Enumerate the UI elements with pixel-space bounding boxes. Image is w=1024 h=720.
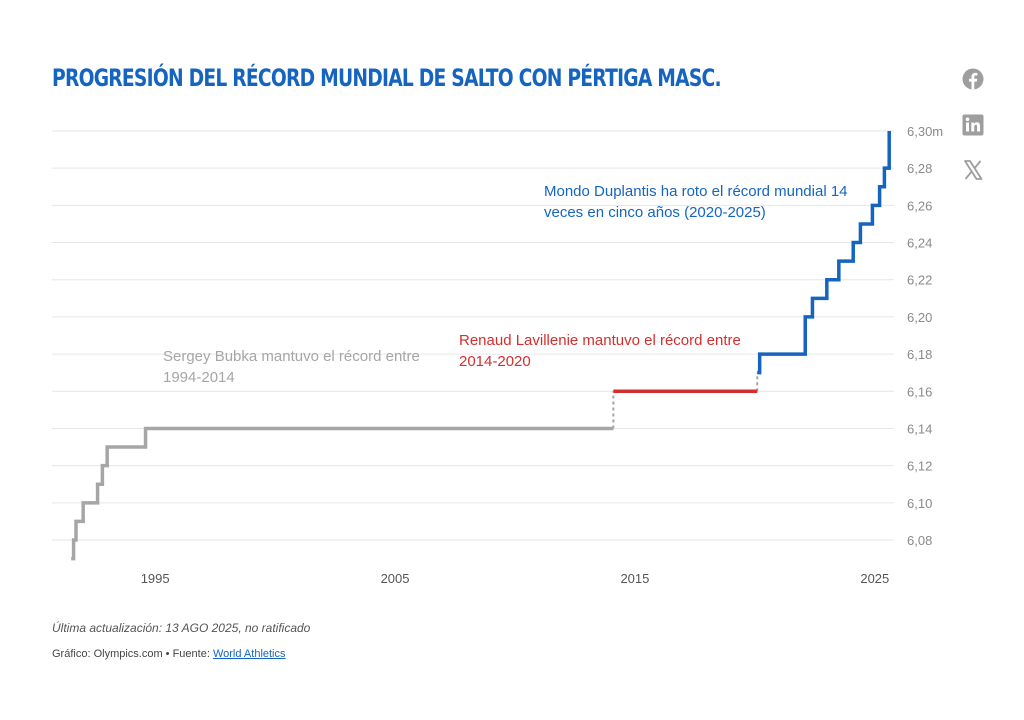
source-link[interactable]: World Athletics bbox=[212, 648, 286, 660]
facebook-icon bbox=[962, 68, 984, 90]
y-tick-label: 6,18 bbox=[907, 347, 932, 362]
linkedin-share-button[interactable] bbox=[962, 114, 984, 136]
y-tick-label: 6,22 bbox=[907, 273, 932, 288]
record-progression-chart: 6,08 6,10 6,12 6,14 6,16 6,18 6,20 6,22 6,24 6,26… bbox=[52, 124, 943, 586]
x-tick-label: 2025 bbox=[860, 571, 889, 586]
source-prefix: Gráfico: Olympics.com • Fuente: bbox=[52, 648, 213, 660]
x-icon bbox=[964, 160, 983, 180]
facebook-share-button[interactable] bbox=[962, 68, 984, 90]
y-tick-label: 6,24 bbox=[907, 236, 932, 251]
series-line-mondo-duplantis bbox=[757, 131, 891, 375]
y-tick-label: 6,26 bbox=[907, 198, 932, 213]
chart-title: PROGRESIÓN DEL RÉCORD MUNDIAL DE SALTO C… bbox=[52, 64, 722, 92]
y-tick-label: 6,28 bbox=[907, 161, 932, 176]
x-tick-label: 2015 bbox=[620, 571, 649, 586]
y-tick-label: 6,30m bbox=[907, 124, 943, 139]
last-updated-note: Última actualización: 13 AGO 2025, no ra… bbox=[52, 621, 311, 635]
y-tick-label: 6,10 bbox=[907, 496, 932, 511]
lavillenie-annotation: Renaud Lavillenie mantuvo el récord entr… bbox=[459, 332, 741, 370]
linkedin-icon bbox=[962, 114, 984, 136]
y-tick-label: 6,16 bbox=[907, 384, 932, 399]
x-tick-label: 2005 bbox=[381, 571, 410, 586]
duplantis-annotation: Mondo Duplantis ha roto el récord mundia… bbox=[544, 183, 848, 221]
bubka-annotation: Sergey Bubka mantuvo el récord entre 199… bbox=[163, 348, 420, 386]
y-tick-label: 6,20 bbox=[907, 310, 932, 325]
x-tick-label: 1995 bbox=[141, 571, 170, 586]
y-tick-label: 6,12 bbox=[907, 459, 932, 474]
y-tick-label: 6,14 bbox=[907, 421, 932, 436]
source-credit: Gráfico: Olympics.com • Fuente: World At… bbox=[52, 648, 286, 660]
x-share-button[interactable] bbox=[962, 159, 984, 181]
y-tick-label: 6,08 bbox=[907, 533, 932, 548]
series-line-sergey-bubka bbox=[71, 426, 614, 561]
